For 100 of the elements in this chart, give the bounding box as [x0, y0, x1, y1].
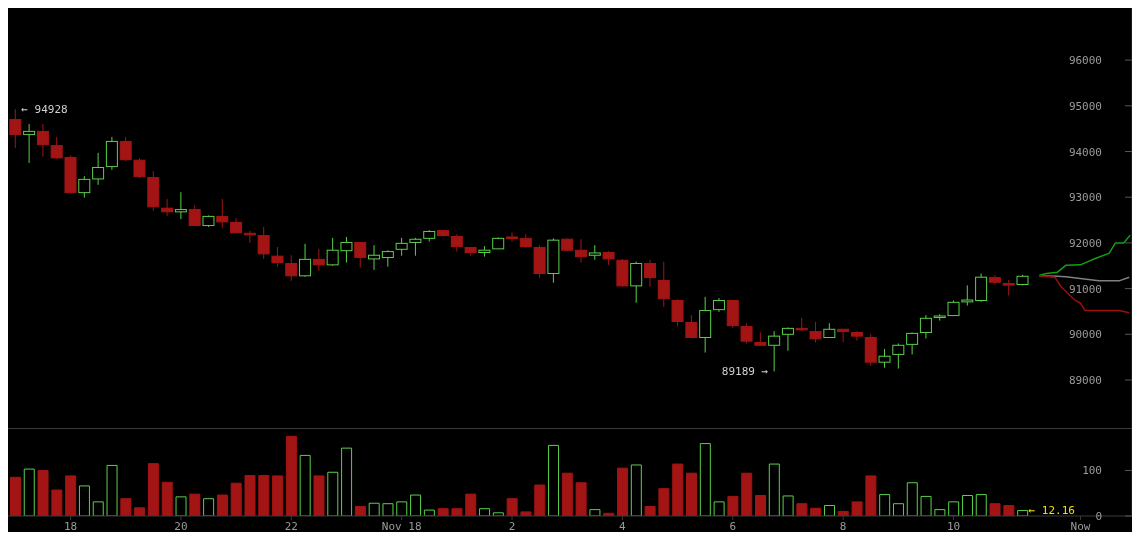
candlestick	[271, 246, 284, 268]
candlestick	[299, 243, 312, 278]
y-tick-label: 96000	[1068, 54, 1102, 68]
annotation: ← 12.16	[1028, 504, 1075, 518]
bar	[713, 501, 725, 516]
candlestick	[368, 244, 381, 271]
bar	[92, 501, 104, 516]
bar	[285, 435, 297, 516]
bar	[354, 505, 366, 516]
bar	[575, 482, 587, 516]
y-tick-label: 94000	[1068, 145, 1102, 159]
candlestick	[643, 259, 656, 288]
bar	[175, 496, 187, 516]
candlestick	[740, 322, 753, 344]
candlestick	[78, 175, 91, 199]
candlestick	[23, 123, 36, 164]
candlestick	[657, 261, 670, 308]
bar	[989, 503, 1001, 516]
candlestick	[506, 231, 519, 243]
candlestick	[975, 273, 988, 303]
candlestick	[892, 342, 905, 370]
bar	[396, 501, 408, 516]
candlestick	[850, 330, 863, 342]
candlestick	[354, 241, 367, 269]
y-tick-label: 90000	[1068, 328, 1102, 342]
bar	[203, 498, 215, 516]
candlestick	[174, 191, 187, 220]
candlestick	[671, 298, 684, 328]
bar	[479, 508, 491, 516]
bar	[672, 463, 684, 516]
bar	[65, 475, 77, 516]
candlestick	[906, 331, 919, 355]
candlestick	[781, 326, 794, 352]
bar	[948, 501, 960, 516]
bar	[520, 511, 532, 516]
y-tick-label: 95000	[1068, 99, 1102, 113]
bar	[561, 472, 573, 516]
candlestick	[119, 136, 132, 162]
bar	[78, 485, 90, 516]
bar	[851, 501, 863, 516]
x-tick-label: 4	[619, 519, 627, 533]
x-tick-label: Now	[1070, 519, 1091, 533]
annotation: ← 94928	[21, 103, 68, 116]
bar	[272, 475, 284, 516]
bar	[216, 494, 228, 516]
bar	[437, 508, 449, 516]
bar	[161, 481, 173, 516]
x-tick-label: 20	[174, 519, 188, 533]
bar	[768, 463, 780, 516]
y-tick-label: 92000	[1068, 236, 1102, 250]
bar	[341, 447, 353, 516]
x-tick-label: 18	[63, 519, 78, 533]
y-tick-label: 93000	[1068, 191, 1102, 205]
bar	[934, 509, 946, 516]
bar	[686, 472, 698, 516]
bar	[189, 493, 201, 516]
bar	[892, 503, 904, 516]
candlestick	[809, 321, 822, 344]
candlestick	[133, 157, 146, 179]
candlestick	[574, 238, 587, 264]
bar	[782, 495, 794, 516]
bar	[299, 454, 311, 516]
bar	[423, 509, 435, 516]
bar	[368, 502, 380, 516]
x-tick-label: 6	[729, 519, 737, 533]
candlestick	[878, 348, 891, 369]
bar	[134, 507, 146, 516]
bar	[506, 498, 518, 516]
x-tick-label: Nov 18	[381, 519, 422, 533]
bar	[51, 489, 63, 516]
bar	[644, 505, 656, 516]
bar	[548, 444, 560, 516]
bar	[258, 474, 270, 516]
bar	[796, 503, 808, 516]
bar	[37, 469, 49, 516]
candlestick	[36, 123, 49, 158]
candlestick	[9, 108, 22, 149]
x-tick-label: 8	[839, 519, 847, 533]
bar	[589, 509, 601, 516]
candlestick	[92, 152, 105, 186]
bar	[106, 464, 118, 516]
y-tick-label: 0	[1095, 510, 1102, 523]
bar	[23, 468, 35, 516]
bar	[327, 471, 339, 516]
bar	[617, 467, 629, 516]
bar	[658, 488, 670, 516]
bar	[410, 494, 422, 516]
bar	[313, 475, 325, 516]
bar	[741, 472, 753, 516]
y-tick-label: 100	[1082, 464, 1102, 478]
bar	[961, 495, 973, 516]
bar	[865, 475, 877, 516]
annotation: 89189 →	[721, 365, 769, 379]
bar	[230, 482, 242, 516]
bar	[823, 505, 835, 516]
candlestick	[257, 226, 270, 260]
bar	[244, 474, 256, 516]
bar	[699, 443, 711, 516]
bar	[534, 484, 546, 516]
bar	[120, 498, 132, 516]
